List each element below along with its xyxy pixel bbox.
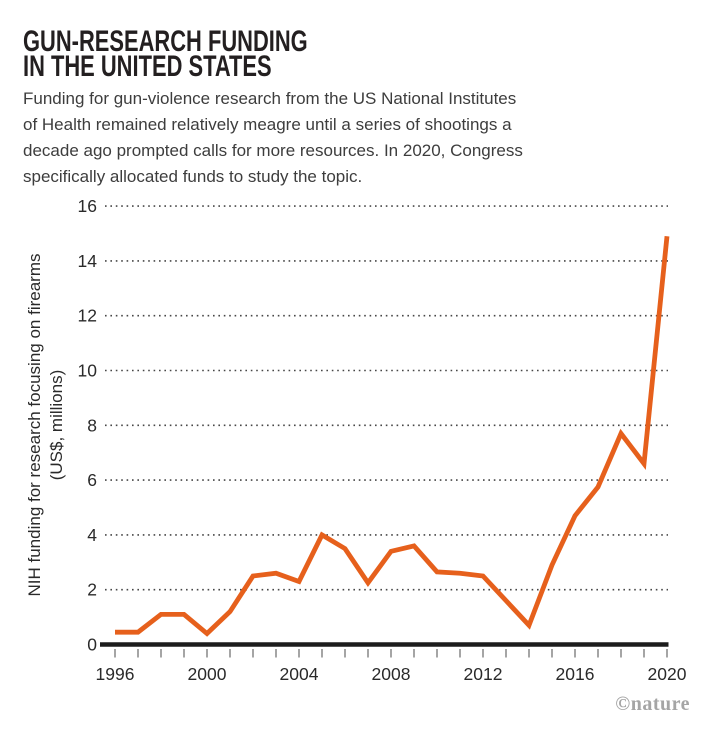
x-tick-label: 2016 — [556, 664, 595, 684]
y-tick-label: 14 — [78, 251, 98, 271]
chart-title-line2: IN THE UNITED STATES — [23, 50, 272, 83]
y-axis-title-line1: NIH funding for research focusing on fir… — [25, 253, 44, 597]
y-tick-label: 4 — [87, 525, 97, 545]
nature-credit: ©nature — [615, 693, 690, 715]
y-tick-label: 0 — [87, 635, 97, 655]
y-axis-title: NIH funding for research focusing on fir… — [24, 195, 68, 655]
y-tick-label: 2 — [87, 580, 97, 600]
x-tick-label: 2000 — [188, 664, 227, 684]
chart-title-line1: GUN-RESEARCH FUNDING — [23, 25, 308, 58]
funding-line-series — [115, 235, 670, 637]
y-axis-title-line2: (US$, millions) — [47, 369, 66, 481]
x-tick-label: 2012 — [464, 664, 503, 684]
x-tick-label: 2020 — [648, 664, 687, 684]
subtitle-line: of Health remained relatively meagre unt… — [23, 115, 512, 134]
y-tick-label: 16 — [78, 196, 97, 216]
x-tick-label: 1996 — [96, 664, 135, 684]
chart-subtitle: Funding for gun-violence research from t… — [23, 86, 553, 190]
subtitle-line: decade ago prompted calls for more resou… — [23, 141, 523, 160]
y-tick-label: 12 — [78, 306, 97, 326]
y-tick-label: 8 — [87, 415, 97, 435]
y-tick-label: 6 — [87, 470, 97, 490]
x-tick-label: 2008 — [372, 664, 411, 684]
y-tick-label: 10 — [78, 361, 98, 381]
subtitle-line: Funding for gun-violence research from t… — [23, 89, 517, 108]
x-tick-label: 2004 — [280, 664, 319, 684]
subtitle-line: specifically allocated funds to study th… — [23, 167, 363, 186]
chart-header: GUN-RESEARCH FUNDING IN THE UNITED STATE… — [23, 25, 413, 83]
